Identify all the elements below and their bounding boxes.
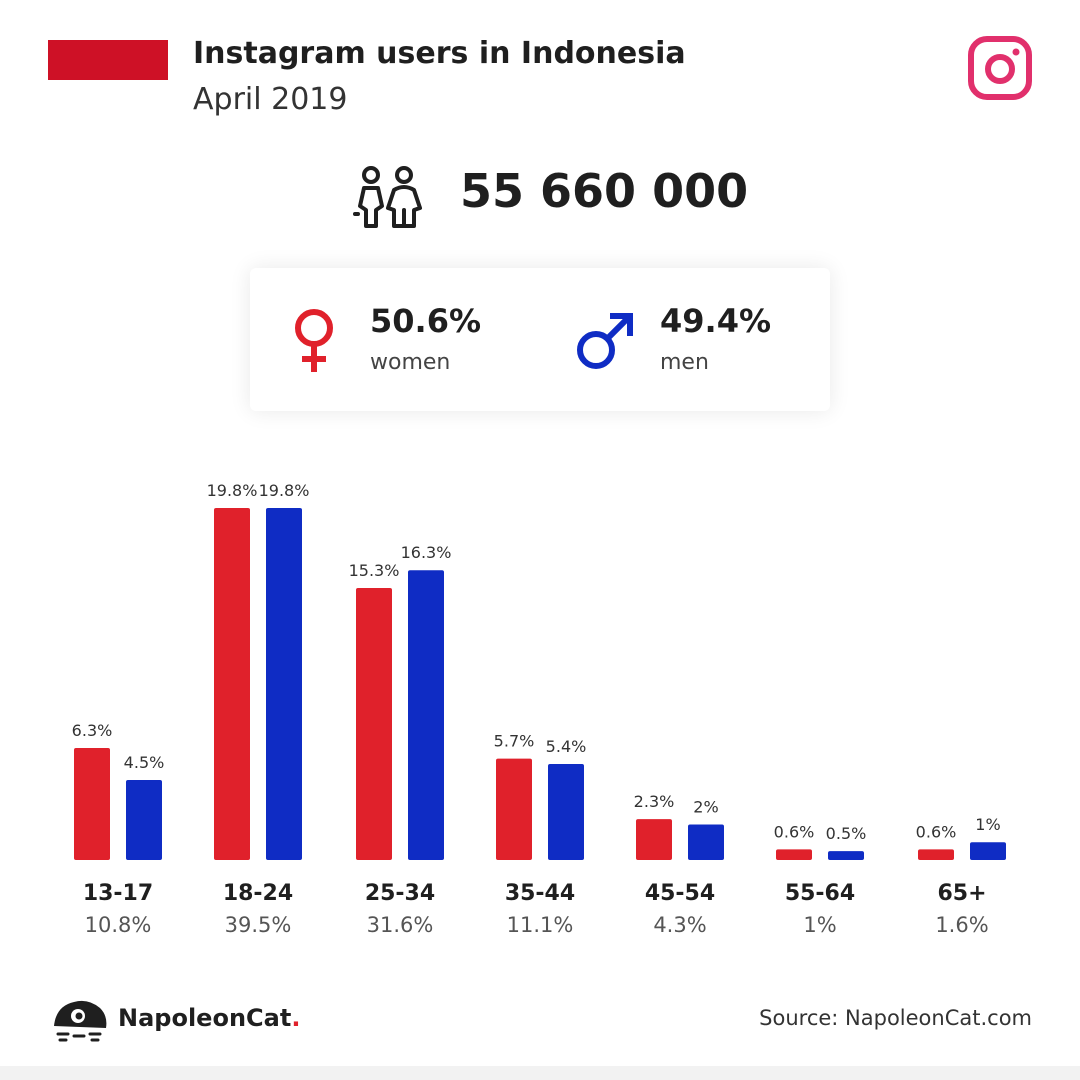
bar-women-13-17: [74, 748, 110, 860]
bar-value-label-women-65+: 0.6%: [916, 822, 957, 841]
bar-men-13-17: [126, 780, 162, 860]
total-users-count: 55 660 000: [460, 164, 749, 218]
category-label-55-64: 55-64: [785, 881, 855, 906]
bar-women-45-54: [636, 819, 672, 860]
bar-men-65+: [970, 842, 1006, 860]
men-percentage: 49.4%: [660, 302, 772, 340]
bar-men-45-54: [688, 824, 724, 860]
users-icon: [353, 166, 422, 228]
category-label-35-44: 35-44: [505, 881, 575, 906]
male-icon: [577, 313, 633, 369]
female-icon: [295, 309, 333, 372]
category-total-18-24: 39.5%: [225, 913, 292, 937]
category-total-25-34: 31.6%: [367, 913, 434, 937]
bar-value-label-men-35-44: 5.4%: [546, 737, 587, 756]
indonesia-flag: [48, 40, 168, 80]
category-total-35-44: 11.1%: [507, 913, 574, 937]
brand-dot: .: [291, 1004, 301, 1032]
bar-women-55-64: [776, 849, 812, 860]
category-total-65+: 1.6%: [935, 913, 988, 937]
category-label-13-17: 13-17: [83, 881, 153, 906]
bar-value-label-women-18-24: 19.8%: [207, 481, 258, 500]
gender-split-card: [250, 268, 830, 411]
bar-men-35-44: [548, 764, 584, 860]
bar-value-label-men-45-54: 2%: [693, 797, 718, 816]
napoleoncat-logo-icon: [54, 1000, 107, 1042]
page-title: Instagram users in Indonesia: [193, 36, 686, 71]
category-label-65+: 65+: [937, 881, 986, 906]
category-label-25-34: 25-34: [365, 881, 435, 906]
men-label: men: [660, 350, 709, 375]
bar-value-label-women-55-64: 0.6%: [774, 822, 815, 841]
bar-men-55-64: [828, 851, 864, 860]
instagram-icon: [968, 36, 1032, 100]
bar-value-label-women-25-34: 15.3%: [349, 561, 400, 580]
brand-name: NapoleonCat.: [118, 1004, 301, 1032]
bar-value-label-men-13-17: 4.5%: [124, 753, 165, 772]
bar-value-label-women-35-44: 5.7%: [494, 732, 535, 751]
women-label: women: [370, 350, 451, 375]
category-label-18-24: 18-24: [223, 881, 293, 906]
bar-men-18-24: [266, 508, 302, 860]
bar-value-label-men-18-24: 19.8%: [259, 481, 310, 500]
category-total-55-64: 1%: [803, 913, 836, 937]
category-total-45-54: 4.3%: [653, 913, 706, 937]
bar-value-label-women-45-54: 2.3%: [634, 792, 675, 811]
bar-women-18-24: [214, 508, 250, 860]
bar-women-65+: [918, 849, 954, 860]
bar-value-label-women-13-17: 6.3%: [72, 721, 113, 740]
bar-value-label-men-55-64: 0.5%: [826, 824, 867, 843]
source-credit: Source: NapoleonCat.com: [759, 1006, 1032, 1030]
women-percentage: 50.6%: [370, 302, 482, 340]
bar-women-25-34: [356, 588, 392, 860]
category-total-13-17: 10.8%: [85, 913, 152, 937]
page-subtitle: April 2019: [193, 82, 348, 117]
age-gender-bar-chart: 6.3% 4.5% 13-17 10.8% 19.8% 19.8% 18-24 39.5% 15…: [72, 481, 1006, 937]
category-label-45-54: 45-54: [645, 881, 715, 906]
bar-men-25-34: [408, 570, 444, 860]
bar-women-35-44: [496, 758, 532, 860]
bar-value-label-men-65+: 1%: [975, 815, 1000, 834]
bar-value-label-men-25-34: 16.3%: [401, 543, 452, 562]
bottom-band: [0, 1066, 1080, 1080]
